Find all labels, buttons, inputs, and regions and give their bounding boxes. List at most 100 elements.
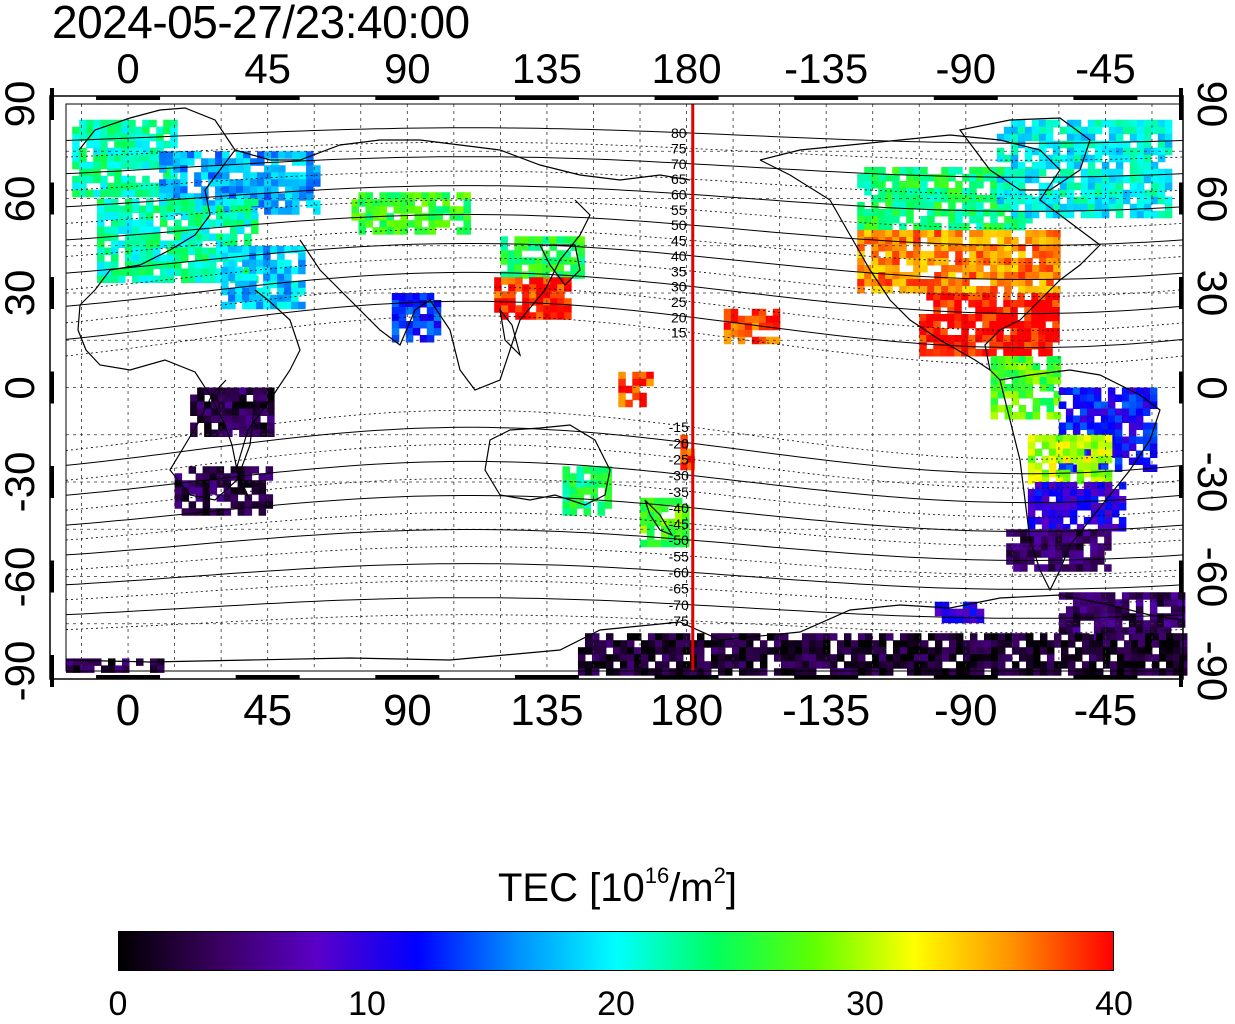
tec-cell [1034,503,1043,511]
tec-cell [1039,384,1048,392]
tec-cell [398,314,407,322]
tec-cell [1017,140,1026,149]
tec-cell [1079,613,1088,621]
tec-cell [1031,126,1040,135]
tec-cell [1039,272,1047,280]
tec-cell [1031,314,1039,322]
tec-cell [421,192,429,200]
tec-cell [680,448,688,457]
tec-cell [249,266,257,275]
tec-cell [780,654,789,662]
tec-cell [1158,647,1167,655]
tec-cell [1097,510,1106,518]
tec-cell [1041,550,1049,558]
tec-cell [542,250,550,258]
tec-cell [996,154,1005,163]
tec-cell [253,415,261,423]
tec-cell [996,182,1005,191]
tec-cell [661,647,670,655]
tec-cell [132,275,140,283]
tec-cell [249,280,257,289]
tec-cell [892,654,901,662]
bottom-axis-tick [235,675,300,679]
magnetic-latitude-label: 65 [671,171,687,187]
tec-cell [97,247,105,255]
tec-cell [1032,363,1041,371]
tec-cell [73,658,81,666]
tec-cell [933,314,941,322]
tec-cell [934,279,942,287]
tec-cell [204,415,212,423]
tec-cell [1104,489,1113,497]
tec-cell [251,198,259,206]
tec-cell [1046,356,1055,364]
tec-cell [962,265,970,273]
tec-cell [1157,140,1166,149]
tec-cell [996,175,1005,184]
tec-cell [990,633,999,641]
tec-cell [542,264,550,272]
tec-cell [1072,592,1081,600]
tec-cell [258,480,267,488]
tec-cell [1066,147,1075,156]
tec-cell [682,539,690,548]
tec-cell [745,654,754,662]
tec-cell [836,647,845,655]
tec-cell [1137,661,1146,669]
tec-cell [948,209,956,217]
tec-cell [243,165,251,173]
tec-cell [100,140,108,149]
tec-cell [1011,216,1019,224]
tec-cell [277,294,285,303]
tec-cell [969,244,977,252]
tec-cell [249,245,257,254]
tec-cell [1101,168,1110,177]
tec-cell [100,175,108,184]
tec-cell [969,230,977,238]
tec-cell [618,371,626,380]
tec-cell [278,179,286,187]
tec-cell [717,633,726,641]
tec-cell [267,415,275,423]
tec-cell [204,422,212,430]
tec-cell [1087,161,1096,170]
tec-cell [195,268,203,276]
tec-cell [1088,647,1097,655]
tec-cell [1038,335,1046,343]
tec-cell [990,223,998,231]
tec-cell [1065,592,1074,600]
tec-cell [379,199,387,207]
tec-cell [766,647,775,655]
tec-cell [1087,196,1096,205]
tec-cell [298,301,306,310]
tec-cell [1017,210,1026,219]
tec-cell [149,182,157,191]
tec-cell [153,254,161,262]
tec-cell [1088,668,1097,676]
tec-cell [221,280,229,289]
tec-cell [426,328,435,336]
tec-cell [1083,536,1091,544]
tec-cell [128,126,136,135]
tec-cell [920,265,928,273]
tec-cell [997,633,1006,641]
tec-cell [1158,633,1167,641]
tec-cell [1011,661,1020,669]
tec-cell [1135,613,1144,621]
tec-cell [1094,126,1103,135]
tec-cell [570,236,578,244]
tec-cell [906,279,914,287]
tec-cell [1018,251,1026,259]
tec-cell [235,245,243,254]
tec-cell [500,250,508,258]
tec-cell [244,198,252,206]
tec-cell [1121,599,1130,607]
tec-cell [969,668,978,676]
tec-cell [577,661,586,669]
tec-cell [1101,140,1110,149]
tec-cell [618,392,626,401]
tec-cell [111,268,119,276]
tec-cell [550,291,558,299]
tec-cell [244,480,253,488]
tec-cell [1144,668,1153,676]
